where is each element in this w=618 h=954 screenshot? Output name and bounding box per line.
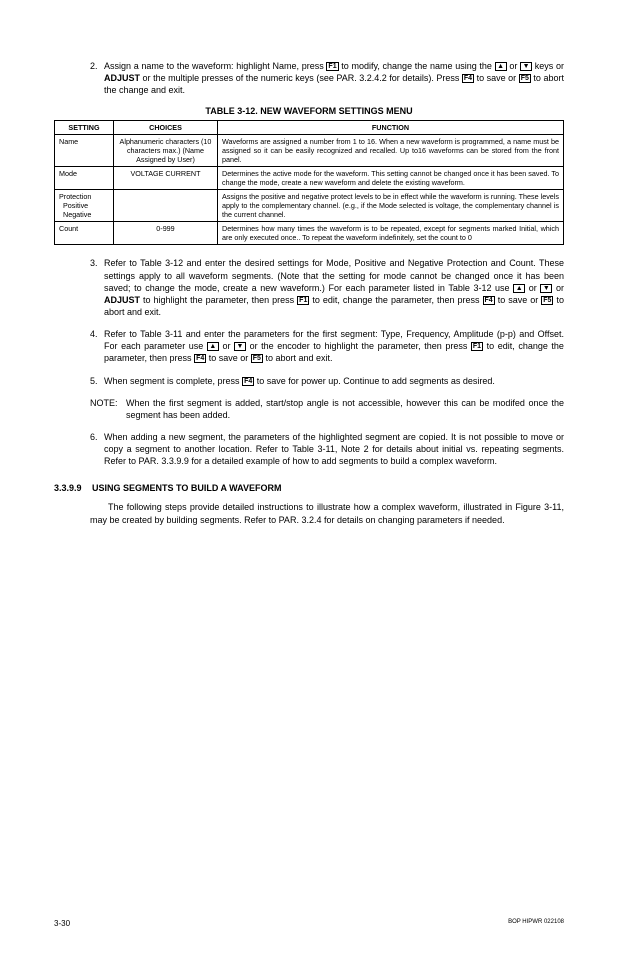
table-header-row: SETTING CHOICES FUNCTION <box>55 121 564 135</box>
key-f1-icon: F1 <box>297 296 309 305</box>
key-f5-icon: F5 <box>541 296 553 305</box>
page-number: 3-30 <box>54 919 70 928</box>
text: to highlight the parameter, then press <box>143 295 297 305</box>
text: to save or <box>477 73 519 83</box>
text: to save or <box>498 295 542 305</box>
text: to edit, change the parameter, then pres… <box>312 295 482 305</box>
page-footer: 3-30 BOP HIPWR 022108 <box>54 919 564 928</box>
text: Assign a name to the waveform: highlight… <box>104 61 326 71</box>
cell-setting: Mode <box>55 167 114 190</box>
table-row: Mode VOLTAGE CURRENT Determines the acti… <box>55 167 564 190</box>
key-f5-icon: F5 <box>519 74 531 83</box>
col-setting: SETTING <box>55 121 114 135</box>
cell-function: Waveforms are assigned a number from 1 t… <box>218 135 564 167</box>
key-f5-icon: F5 <box>251 354 263 363</box>
cell-setting: Protection Positive Negative <box>55 190 114 222</box>
cell-setting: Count <box>55 222 114 245</box>
text: to save for power up. Continue to add se… <box>257 376 495 386</box>
section-heading: 3.3.9.9 USING SEGMENTS TO BUILD A WAVEFO… <box>54 483 564 493</box>
text: When segment is complete, press <box>104 376 242 386</box>
table-row: Protection Positive Negative Assigns the… <box>55 190 564 222</box>
section-number: 3.3.9.9 <box>54 483 92 493</box>
paragraph: The following steps provide detailed ins… <box>90 501 564 525</box>
section-title: USING SEGMENTS TO BUILD A WAVEFORM <box>92 483 282 493</box>
item-body: When adding a new segment, the parameter… <box>104 431 564 467</box>
note: NOTE: When the first segment is added, s… <box>90 397 564 421</box>
col-choices: CHOICES <box>114 121 218 135</box>
item-body: When segment is complete, press F4 to sa… <box>104 375 564 387</box>
list-item-5: 5. When segment is complete, press F4 to… <box>90 375 564 387</box>
item-body: Assign a name to the waveform: highlight… <box>104 60 564 96</box>
key-down-icon: ▼ <box>540 284 552 293</box>
cell-choices <box>114 190 218 222</box>
settings-table: SETTING CHOICES FUNCTION Name Alphanumer… <box>54 120 564 245</box>
text: to abort and exit. <box>265 353 332 363</box>
cell-choices: VOLTAGE CURRENT <box>114 167 218 190</box>
list-item-2: 2. Assign a name to the waveform: highli… <box>90 60 564 96</box>
text: or <box>556 283 564 293</box>
cell-function: Assigns the positive and negative protec… <box>218 190 564 222</box>
text: or <box>509 61 520 71</box>
key-down-icon: ▼ <box>234 342 246 351</box>
text: or <box>222 341 234 351</box>
key-up-icon: ▲ <box>513 284 525 293</box>
text: or <box>529 283 541 293</box>
key-f1-icon: F1 <box>471 342 483 351</box>
table-row: Name Alphanumeric characters (10 charact… <box>55 135 564 167</box>
cell-setting: Name <box>55 135 114 167</box>
key-f4-icon: F4 <box>483 296 495 305</box>
cell-choices: 0-999 <box>114 222 218 245</box>
item-number: 3. <box>90 257 104 318</box>
item-number: 4. <box>90 328 104 364</box>
list-item-4: 4. Refer to Table 3-11 and enter the par… <box>90 328 564 364</box>
note-body: When the first segment is added, start/s… <box>126 397 564 421</box>
doc-id: BOP HIPWR 022108 <box>508 919 564 928</box>
adjust-label: ADJUST <box>104 295 140 305</box>
item-body: Refer to Table 3-12 and enter the desire… <box>104 257 564 318</box>
key-f4-icon: F4 <box>462 74 474 83</box>
item-body: Refer to Table 3-11 and enter the parame… <box>104 328 564 364</box>
key-f4-icon: F4 <box>194 354 206 363</box>
text: Refer to Table 3-12 and enter the desire… <box>104 258 564 292</box>
note-label: NOTE: <box>90 397 126 421</box>
table-row: Count 0-999 Determines how many times th… <box>55 222 564 245</box>
cell-choices: Alphanumeric characters (10 characters m… <box>114 135 218 167</box>
text: or the multiple presses of the numeric k… <box>143 73 462 83</box>
cell-function: Determines how many times the waveform i… <box>218 222 564 245</box>
list-item-6: 6. When adding a new segment, the parame… <box>90 431 564 467</box>
item-number: 2. <box>90 60 104 96</box>
col-function: FUNCTION <box>218 121 564 135</box>
key-f4-icon: F4 <box>242 377 254 386</box>
key-f1-icon: F1 <box>326 62 338 71</box>
item-number: 5. <box>90 375 104 387</box>
text: keys or <box>535 61 564 71</box>
list-item-3: 3. Refer to Table 3-12 and enter the des… <box>90 257 564 318</box>
table-title: TABLE 3-12. NEW WAVEFORM SETTINGS MENU <box>54 106 564 116</box>
cell-function: Determines the active mode for the wavef… <box>218 167 564 190</box>
key-up-icon: ▲ <box>495 62 507 71</box>
key-down-icon: ▼ <box>520 62 532 71</box>
adjust-label: ADJUST <box>104 73 140 83</box>
key-up-icon: ▲ <box>207 342 219 351</box>
text: or the encoder to highlight the paramete… <box>250 341 471 351</box>
text: to modify, change the name using the <box>341 61 494 71</box>
text: to save or <box>209 353 251 363</box>
item-number: 6. <box>90 431 104 467</box>
